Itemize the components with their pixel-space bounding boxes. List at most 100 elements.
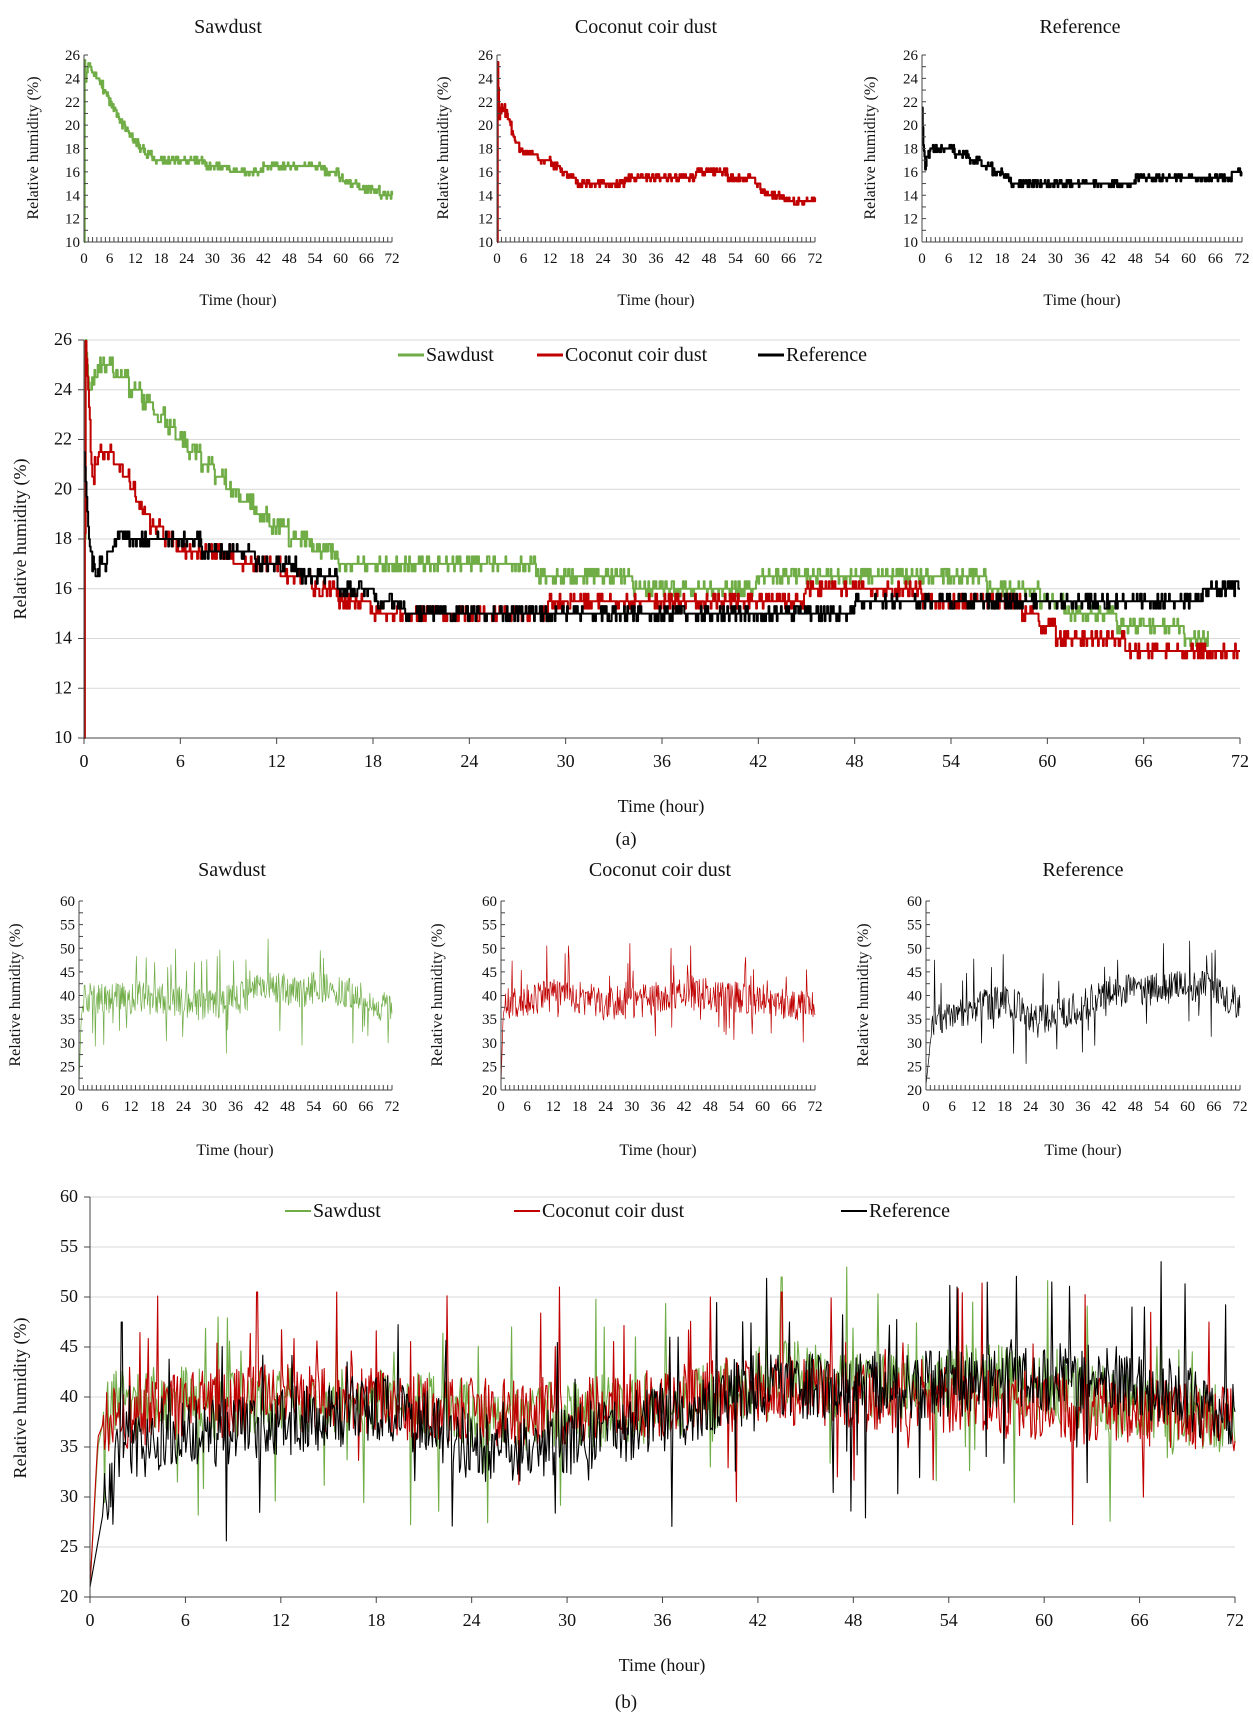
x-tick-label: 24 <box>179 251 195 267</box>
y-tick-label: 16 <box>54 578 72 598</box>
x-tick-label: 66 <box>781 251 797 267</box>
y-axis-label: Relative humidity (%) <box>10 459 31 620</box>
x-tick-label: 12 <box>968 251 983 267</box>
y-tick-label: 10 <box>65 235 80 251</box>
y-tick-label: 20 <box>903 118 918 134</box>
x-tick-label: 12 <box>971 1099 986 1115</box>
chart-a-sawdust: 0 6 12 18 24 30 36 42 48 54 60 66 72 10 12 14 16 18 20 22 24… <box>25 16 400 309</box>
x-tick-label: 6 <box>181 1610 190 1630</box>
x-tick-label: 54 <box>1154 1099 1170 1115</box>
x-axis-label: Time (hour) <box>619 1655 706 1676</box>
legend-label: Sawdust <box>426 344 494 366</box>
x-tick-label: 42 <box>675 251 690 267</box>
x-tick-label: 6 <box>106 251 114 267</box>
x-tick-label: 24 <box>176 1099 192 1115</box>
x-tick-label: 72 <box>1233 1099 1248 1115</box>
legend-item-sawdust: Sawdust <box>285 1200 381 1222</box>
x-tick-label: 0 <box>75 1099 83 1115</box>
y-tick-label: 16 <box>478 165 494 181</box>
x-tick-label: 12 <box>128 251 143 267</box>
x-tick-label: 36 <box>1076 1099 1092 1115</box>
y-tick-label: 18 <box>478 142 493 158</box>
y-tick-label: 12 <box>54 677 72 697</box>
y-tick-label: 30 <box>907 1036 922 1052</box>
y-tick-label: 55 <box>60 918 75 934</box>
x-tick-label: 24 <box>596 251 612 267</box>
y-tick-label: 50 <box>907 941 922 957</box>
y-tick-label: 22 <box>478 95 493 111</box>
y-tick-label: 55 <box>907 918 922 934</box>
panel-label-b: (b) <box>615 1692 637 1713</box>
y-tick-label: 18 <box>54 528 72 548</box>
y-tick-label: 35 <box>907 1012 922 1028</box>
series-line-reference <box>83 450 1241 623</box>
y-tick-label: 55 <box>60 1236 78 1256</box>
legend-label: Reference <box>869 1200 950 1222</box>
y-tick-label: 24 <box>65 71 81 87</box>
series-line-sawdust <box>83 59 394 244</box>
x-tick-label: 42 <box>749 751 767 771</box>
x-tick-label: 60 <box>1180 1099 1195 1115</box>
x-tick-label: 6 <box>948 1099 956 1115</box>
chart-a-coconut: 0 6 12 18 24 30 36 42 48 54 60 66 72 10 12 14 16 18 20 22 24… <box>435 16 823 309</box>
x-tick-label: 42 <box>256 251 271 267</box>
x-tick-label: 36 <box>1075 251 1091 267</box>
y-tick-label: 10 <box>903 235 918 251</box>
x-tick-label: 66 <box>358 1099 374 1115</box>
x-tick-label: 18 <box>569 251 584 267</box>
x-tick-label: 42 <box>1101 251 1116 267</box>
x-tick-label: 66 <box>1208 251 1224 267</box>
y-tick-label: 40 <box>60 1386 78 1406</box>
x-tick-label: 60 <box>755 251 770 267</box>
series-line-reference <box>89 1261 1236 1588</box>
x-tick-label: 36 <box>231 251 247 267</box>
y-tick-label: 20 <box>60 1083 75 1099</box>
y-tick-label: 20 <box>482 1083 497 1099</box>
y-tick-label: 30 <box>60 1036 75 1052</box>
y-tick-label: 26 <box>54 329 72 349</box>
chart-b-combined: 0 6 12 18 24 30 36 42 48 54 60 66 72 20 25 30 35 40 45 50 55… <box>10 1186 1244 1676</box>
x-tick-label: 30 <box>624 1099 639 1115</box>
x-tick-label: 36 <box>649 251 665 267</box>
x-tick-label: 48 <box>846 751 864 771</box>
x-tick-label: 54 <box>728 251 744 267</box>
x-tick-label: 72 <box>385 1099 400 1115</box>
x-tick-label: 6 <box>523 1099 531 1115</box>
y-tick-label: 45 <box>60 965 75 981</box>
y-tick-label: 35 <box>60 1012 75 1028</box>
y-tick-label: 45 <box>60 1336 78 1356</box>
y-tick-label: 60 <box>60 1186 78 1206</box>
chart-b-coconut: 0 6 12 18 24 30 36 42 48 54 60 66 72 20 25 30 35 40 45 50 55… <box>429 859 823 1159</box>
y-tick-label: 50 <box>60 1286 78 1306</box>
y-tick-label: 40 <box>60 989 75 1005</box>
y-tick-label: 60 <box>482 894 497 910</box>
x-tick-label: 18 <box>150 1099 165 1115</box>
x-axis-label: Time (hour) <box>196 1142 273 1159</box>
series-line-coconut-coir-dust <box>500 943 816 1086</box>
x-tick-label: 6 <box>176 751 185 771</box>
x-tick-label: 6 <box>945 251 953 267</box>
y-tick-label: 22 <box>54 429 72 449</box>
legend-item-coconut-coir-dust: Coconut coir dust <box>514 1200 685 1222</box>
x-axis-label: Time (hour) <box>618 796 705 817</box>
legend-item-sawdust: Sawdust <box>398 344 494 366</box>
x-tick-label: 24 <box>1021 251 1037 267</box>
x-tick-label: 42 <box>254 1099 269 1115</box>
y-tick-label: 14 <box>478 188 494 204</box>
chart-title: Coconut coir dust <box>589 859 732 881</box>
chart-title: Sawdust <box>198 859 266 881</box>
panel-label-a: (a) <box>615 829 636 850</box>
y-axis-label: Relative humidity (%) <box>855 923 872 1066</box>
y-tick-label: 55 <box>482 918 497 934</box>
x-tick-label: 12 <box>546 1099 561 1115</box>
legend-item-reference: Reference <box>841 1200 950 1222</box>
y-tick-label: 40 <box>907 989 922 1005</box>
y-tick-label: 10 <box>54 727 72 747</box>
legend-item-coconut-coir-dust: Coconut coir dust <box>537 344 708 366</box>
x-tick-label: 48 <box>703 1099 718 1115</box>
x-axis-label: Time (hour) <box>1043 292 1120 309</box>
x-axis-label: Time (hour) <box>1044 1142 1121 1159</box>
x-tick-label: 48 <box>702 251 717 267</box>
y-tick-label: 20 <box>60 1586 78 1606</box>
